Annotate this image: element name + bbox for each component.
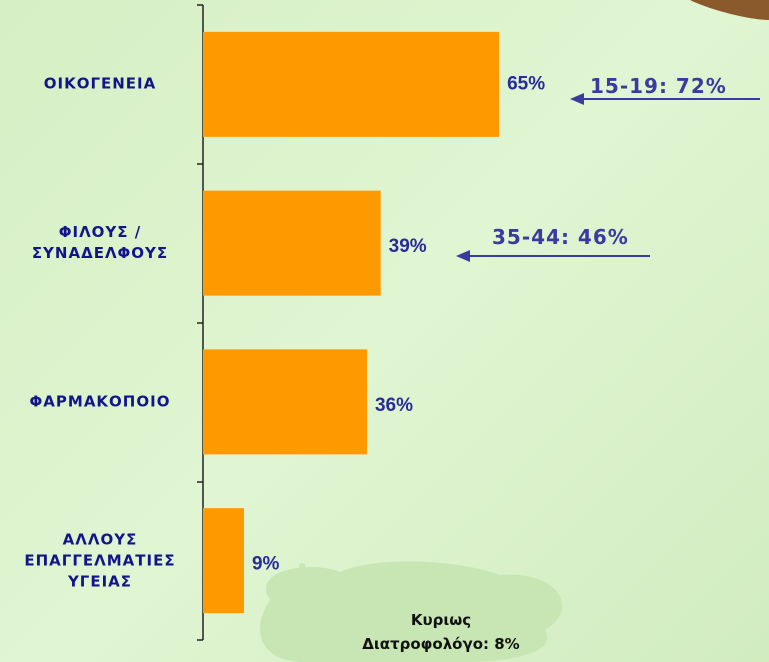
cloud-dot — [299, 563, 305, 569]
cloud-dot — [313, 568, 323, 578]
value-label: 65% — [507, 73, 545, 94]
cloud — [260, 561, 563, 662]
value-label: 9% — [252, 554, 280, 575]
category-label: ΟΙΚΟΓΕΝΕΙΑ — [43, 74, 157, 93]
cloud-dot — [337, 574, 353, 590]
decoration — [690, 0, 769, 20]
bar — [203, 31, 500, 137]
note: Κυριως Διατροφολόγο: 8% — [362, 611, 520, 653]
annotation: 15-19: 72% — [590, 74, 727, 98]
bar — [203, 508, 244, 614]
bar — [203, 190, 381, 296]
category-label: ΑΛΛΟΥΣ ΕΠΑΓΓΕΛΜΑΤΙΕΣ ΥΓΕΙΑΣ — [24, 530, 176, 591]
value-label: 36% — [375, 395, 413, 416]
category-label: ΦΑΡΜΑΚΟΠΟΙΟ — [29, 392, 171, 411]
annotation: 35-44: 46% — [492, 225, 629, 249]
arrows — [456, 93, 760, 262]
bar — [203, 349, 367, 455]
value-label: 39% — [389, 236, 427, 257]
category-label: ΦΙΛΟΥΣ / ΣΥΝΑΔΕΛΦΟΥΣ — [31, 223, 169, 263]
